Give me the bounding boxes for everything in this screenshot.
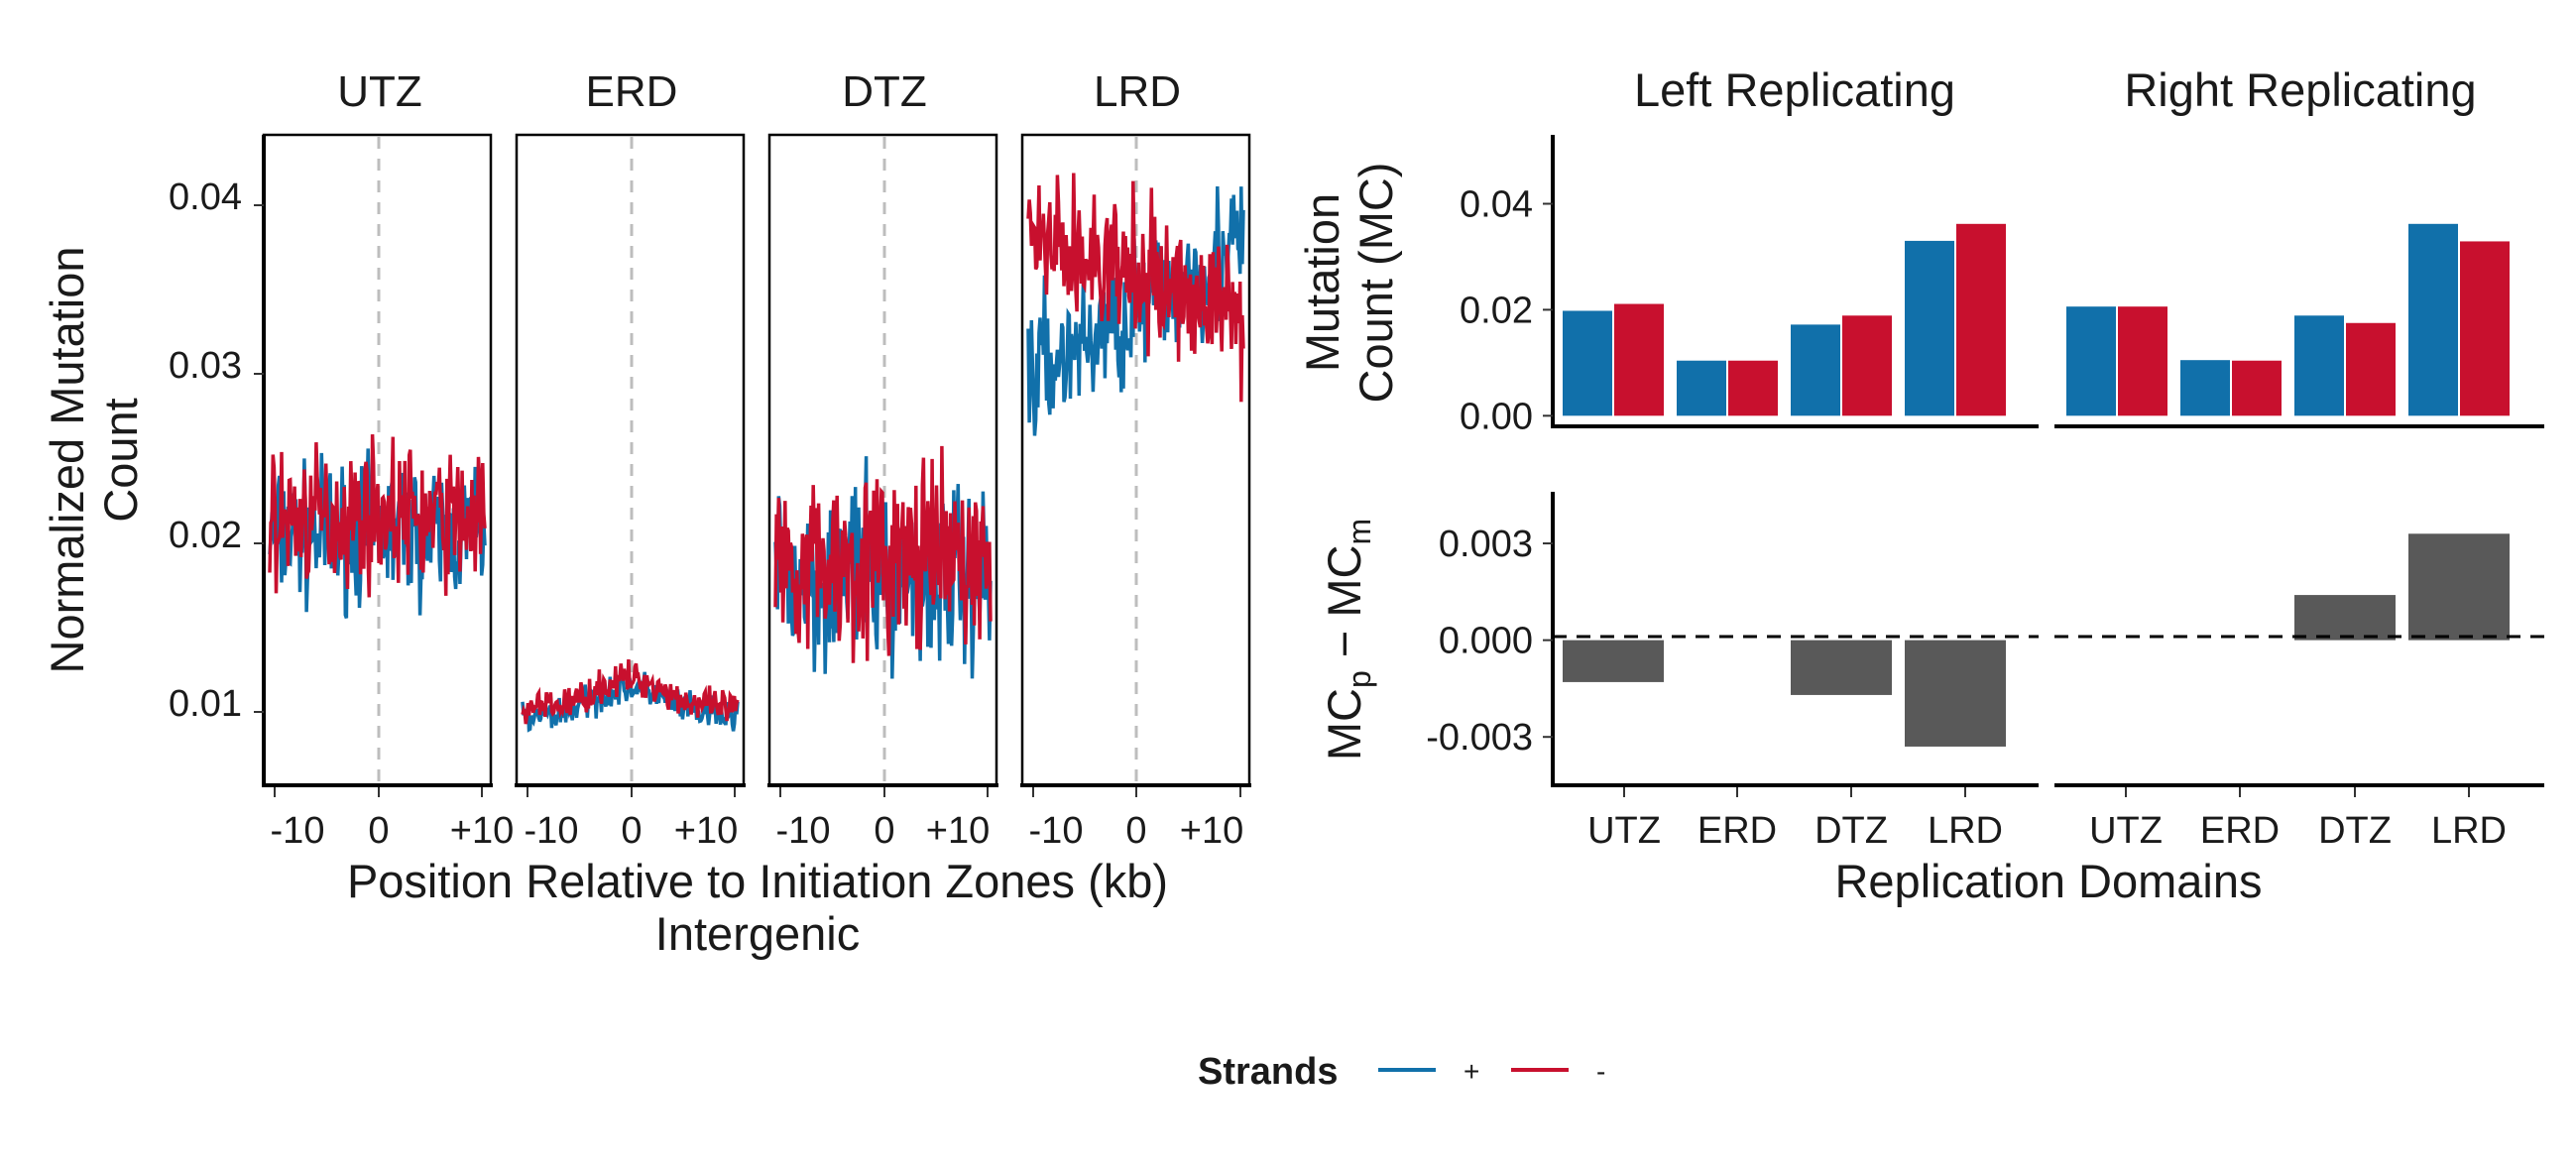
facet-title-utz: UTZ	[337, 67, 422, 116]
left-ytick-label: 0.02	[169, 515, 242, 556]
top-ytick-label: 0.00	[1460, 396, 1533, 437]
mc-dash: − MC	[1318, 545, 1370, 671]
bar-minus-utz-right	[2118, 306, 2167, 416]
diff-bars	[1563, 533, 2510, 747]
bottom-ytick-label: 0.000	[1439, 621, 1533, 662]
bar-minus-erd-right	[2232, 360, 2282, 416]
bar-minus-lrd-left	[1956, 223, 2006, 416]
mc-p-sub: p	[1342, 670, 1377, 688]
series-minus-dtz	[773, 445, 993, 663]
left-ytick-label: 0.01	[169, 683, 242, 725]
top-bars	[1563, 223, 2510, 416]
bottom-xtick-label: UTZ	[1587, 810, 1661, 852]
diff-bar-dtz-left	[1791, 640, 1892, 695]
bottom-ytick-label: -0.003	[1426, 717, 1533, 759]
bar-minus-utz-left	[1614, 303, 1664, 416]
left-y-axis-title-line2: Count	[94, 398, 147, 522]
legend-label-minus: -	[1596, 1056, 1605, 1087]
bar-plus-dtz-right	[2294, 315, 2344, 416]
facet-title-left-replicating: Left Replicating	[1634, 63, 1955, 116]
left-xtick-label: -10	[776, 810, 831, 852]
left-xtick-label: -10	[271, 810, 325, 852]
bottom-x-ticks	[1623, 787, 2470, 797]
left-xtick-label: 0	[621, 810, 642, 852]
diff-bar-dtz-right	[2294, 595, 2396, 641]
facet-title-lrd: LRD	[1094, 67, 1181, 116]
bar-plus-erd-left	[1677, 360, 1726, 416]
left-xtick-label: +10	[926, 810, 990, 852]
left-xtick-label: +10	[674, 810, 738, 852]
bar-minus-lrd-right	[2460, 241, 2510, 416]
left-xtick-label: 0	[1125, 810, 1146, 852]
bottom-xtick-label: DTZ	[1815, 810, 1888, 852]
series-minus-lrd	[1026, 173, 1245, 403]
left-xtick-label: 0	[874, 810, 894, 852]
top-ytick-label: 0.02	[1460, 290, 1533, 331]
top-y-axis-title-line1: Mutation	[1296, 193, 1348, 372]
bar-plus-utz-left	[1563, 310, 1612, 416]
top-y-ticks	[1543, 202, 1553, 417]
diff-bar-utz-left	[1563, 640, 1664, 682]
left-x-axis-title: Position Relative to Initiation Zones (k…	[347, 855, 1168, 907]
bar-plus-erd-right	[2180, 360, 2230, 416]
left-xtick-label: -10	[1029, 810, 1084, 852]
bar-plus-lrd-left	[1905, 240, 1954, 416]
facet-title-right-replicating: Right Replicating	[2124, 63, 2476, 116]
bar-minus-erd-left	[1728, 360, 1778, 416]
bottom-xtick-label: DTZ	[2318, 810, 2392, 852]
left-y-axis-title-line1: Normalized Mutation	[41, 246, 93, 673]
left-xtick-label: +10	[1180, 810, 1243, 852]
top-ytick-label: 0.04	[1460, 183, 1533, 225]
bar-minus-dtz-right	[2346, 322, 2396, 416]
bottom-xtick-label: ERD	[1698, 810, 1777, 852]
diff-bar-lrd-left	[1905, 640, 2006, 747]
bar-plus-utz-right	[2066, 306, 2116, 416]
bar-plus-dtz-left	[1791, 324, 1840, 416]
bottom-y-axis-title: MCp − MCm	[1318, 519, 1377, 761]
series-minus-utz	[268, 434, 487, 598]
legend: Strands + -	[1198, 1051, 1605, 1093]
left-ytick-label: 0.03	[169, 345, 242, 387]
bottom-xtick-label: ERD	[2200, 810, 2280, 852]
facet-title-dtz: DTZ	[842, 67, 927, 116]
bottom-y-ticks	[1543, 542, 1553, 739]
panel-frame-dtz	[767, 133, 998, 787]
top-y-axis-title-line2: Count (MC)	[1349, 163, 1402, 404]
bottom-ytick-label: 0.003	[1439, 524, 1533, 565]
legend-label-plus: +	[1464, 1056, 1479, 1087]
bar-plus-lrd-right	[2408, 223, 2458, 416]
bottom-xtick-label: LRD	[1928, 810, 2003, 852]
left-xtick-label: 0	[368, 810, 389, 852]
left-y-ticks	[254, 204, 264, 713]
left-subtitle: Intergenic	[655, 907, 860, 960]
left-ytick-label: 0.04	[169, 176, 242, 218]
mc-p-base: MC	[1318, 688, 1370, 761]
diff-bar-lrd-right	[2408, 533, 2510, 641]
panel-frame-utz	[262, 133, 493, 787]
left-xtick-label: +10	[450, 810, 514, 852]
left-x-ticks	[274, 787, 1241, 797]
bottom-xtick-label: UTZ	[2089, 810, 2163, 852]
left-xtick-label: -10	[525, 810, 579, 852]
mc-m-sub: m	[1342, 519, 1377, 545]
series-minus-erd	[521, 659, 740, 725]
bottom-xtick-label: LRD	[2431, 810, 2507, 852]
facet-title-erd: ERD	[586, 67, 678, 116]
bar-minus-dtz-left	[1842, 315, 1892, 416]
right-x-axis-title: Replication Domains	[1834, 855, 2262, 907]
legend-title: Strands	[1198, 1051, 1338, 1093]
